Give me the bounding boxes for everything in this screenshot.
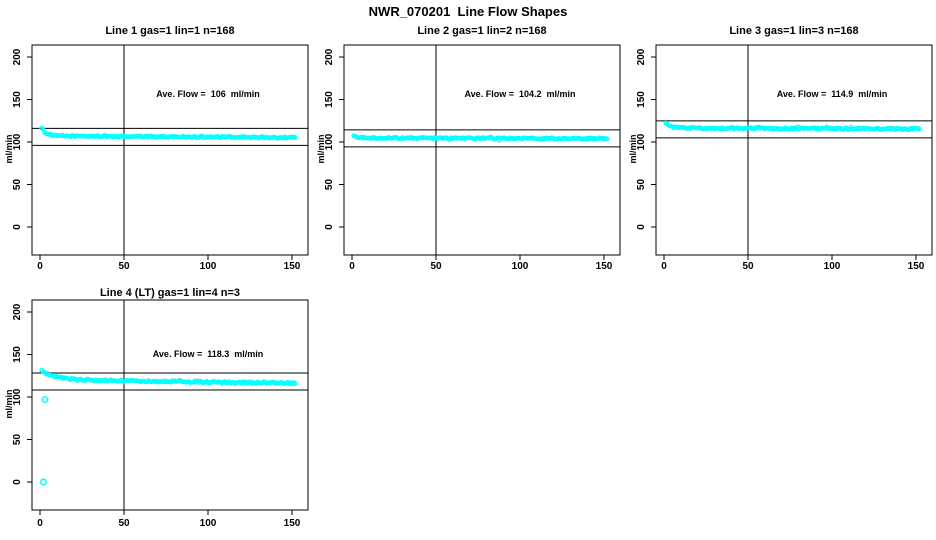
y-tick-label: 50 — [636, 179, 647, 191]
avg-flow-annotation: Ave. Flow = 104.2 ml/min — [464, 89, 576, 99]
plot-area-line-4: 0 50 100 150 0 50 100 150 200 — [12, 299, 309, 529]
plot-box — [343, 44, 621, 256]
plot-area-line-2: 0 50 100 150 0 50 100 150 200 — [324, 44, 621, 272]
y-tick-label: 150 — [324, 91, 335, 108]
avg-flow-annotation: Ave. Flow = 106 ml/min — [156, 89, 260, 99]
panel-title: Line 2 gas=1 lin=2 n=168 — [417, 25, 547, 37]
y-axis-label: ml/min — [628, 134, 638, 164]
y-tick-label: 200 — [636, 48, 647, 65]
data-point — [293, 135, 298, 140]
outlier-point — [39, 478, 47, 486]
x-tick-label: 100 — [200, 518, 217, 529]
y-tick-label: 100 — [12, 388, 23, 405]
x-tick-label: 150 — [284, 261, 301, 272]
y-tick-label: 100 — [636, 133, 647, 150]
plot-box — [31, 44, 309, 256]
x-tick-label: 50 — [118, 518, 130, 529]
y-axis-label: ml/min — [316, 134, 326, 164]
x-tick-label: 50 — [742, 261, 754, 272]
y-tick-label: 50 — [324, 179, 335, 191]
x-tick-label: 100 — [200, 261, 217, 272]
y-tick-label: 0 — [12, 224, 23, 230]
y-tick-label: 50 — [12, 434, 23, 446]
panel-line-3: 0 50 100 150 0 50 100 150 200 Line 3 gas=1 lin=3… — [624, 0, 936, 272]
x-tick-label: 100 — [512, 261, 529, 272]
y-tick-label: 200 — [324, 48, 335, 65]
y-tick-label: 0 — [12, 479, 23, 485]
panel-title: Line 4 (LT) gas=1 lin=4 n=3 — [99, 287, 241, 299]
avg-flow-annotation: Ave. Flow = 114.9 ml/min — [776, 89, 888, 99]
main-title: NWR_070201 Line Flow Shapes — [368, 4, 568, 19]
x-tick-label: 0 — [349, 261, 355, 272]
x-tick-label: 0 — [37, 261, 43, 272]
x-tick-label: 150 — [596, 261, 613, 272]
x-tick-label: 50 — [430, 261, 442, 272]
panel-title: Line 1 gas=1 lin=1 n=168 — [105, 25, 235, 37]
y-tick-label: 150 — [636, 91, 647, 108]
y-tick-label: 150 — [12, 91, 23, 108]
plot-box — [31, 299, 309, 511]
y-tick-label: 200 — [12, 48, 23, 65]
y-tick-label: 0 — [636, 224, 647, 230]
plot-box — [655, 44, 933, 256]
x-tick-label: 150 — [908, 261, 925, 272]
y-tick-label: 100 — [12, 133, 23, 150]
data-point — [605, 136, 610, 142]
x-tick-label: 150 — [284, 518, 301, 529]
y-tick-label: 200 — [12, 303, 23, 320]
outlier-point — [41, 396, 49, 404]
y-tick-label: 50 — [12, 179, 23, 191]
data-point — [293, 381, 298, 386]
avg-flow-annotation: Ave. Flow = 118.3 ml/min — [152, 349, 264, 359]
plot-area-line-3: 0 50 100 150 0 50 100 150 200 — [636, 44, 933, 272]
x-tick-label: 0 — [37, 518, 43, 529]
y-tick-label: 100 — [324, 133, 335, 150]
panel-line-4: 0 50 100 150 0 50 100 150 200 Line 4 (LT) gas=1 … — [0, 270, 312, 540]
x-tick-label: 100 — [824, 261, 841, 272]
data-point — [917, 126, 922, 132]
y-axis-label: ml/min — [4, 389, 14, 419]
y-axis-label: ml/min — [4, 134, 14, 164]
y-tick-label: 150 — [12, 346, 23, 363]
plot-area-line-1: 0 50 100 150 0 50 100 150 200 — [12, 44, 309, 272]
x-tick-label: 50 — [118, 261, 130, 272]
y-tick-label: 0 — [324, 224, 335, 230]
panel-line-2: 0 50 100 150 0 50 100 150 200 Line 2 gas=1 lin=2… — [312, 0, 624, 272]
x-tick-label: 0 — [661, 261, 667, 272]
panel-title: Line 3 gas=1 lin=3 n=168 — [729, 25, 859, 37]
panel-line-1: 0 50 100 150 0 50 100 150 200 Line 1 gas=1 lin=1… — [0, 0, 312, 272]
